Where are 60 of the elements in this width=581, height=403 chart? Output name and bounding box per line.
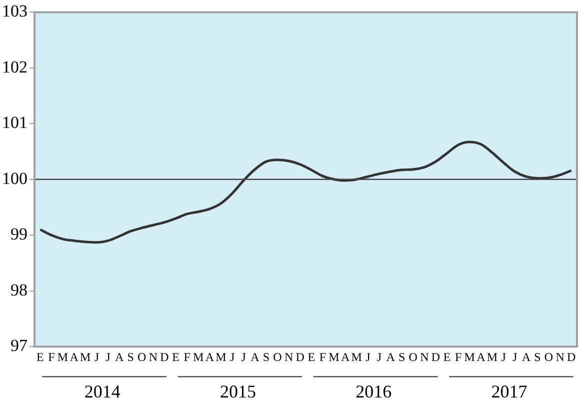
x-tick-label: A bbox=[476, 350, 486, 364]
x-tick-label: A bbox=[340, 350, 350, 364]
x-tick-label: A bbox=[205, 350, 214, 364]
y-tick-label: 103 bbox=[2, 2, 28, 21]
x-tick-label: M bbox=[328, 350, 340, 364]
x-tick-label: E bbox=[172, 350, 180, 364]
x-tick-label: S bbox=[262, 350, 270, 364]
x-tick-label: F bbox=[184, 350, 191, 364]
x-tick-label: F bbox=[48, 350, 56, 364]
x-tick-label: J bbox=[501, 350, 506, 364]
x-tick-label: M bbox=[57, 350, 68, 364]
x-tick-label: N bbox=[420, 350, 430, 364]
y-tick-label: 98 bbox=[10, 280, 28, 300]
x-tick-label: E bbox=[443, 350, 451, 364]
x-tick-label: A bbox=[250, 350, 260, 364]
x-tick-label: J bbox=[376, 350, 382, 364]
y-tick-label: 99 bbox=[10, 224, 28, 244]
x-tick-label: S bbox=[534, 350, 541, 364]
x-tick-label: O bbox=[273, 350, 282, 364]
x-tick-label: E bbox=[36, 350, 44, 364]
x-tick-label: N bbox=[148, 350, 158, 364]
x-tick-label: D bbox=[431, 350, 440, 364]
text: 2015 bbox=[220, 381, 256, 402]
x-tick-label: J bbox=[366, 350, 371, 364]
x-tick-label: O bbox=[408, 350, 418, 364]
line-series bbox=[38, 140, 573, 244]
x-tick-label: F bbox=[454, 350, 462, 364]
x-tick-label: J bbox=[512, 350, 518, 364]
x-tick-label: S bbox=[398, 350, 406, 364]
x-tick-label: S bbox=[127, 350, 134, 364]
x-tick-label: J bbox=[241, 350, 246, 364]
x-tick-label: M bbox=[216, 350, 227, 364]
x-tick-label: O bbox=[138, 350, 147, 364]
x-tick-label: O bbox=[544, 350, 554, 364]
x-tick-label: D bbox=[567, 350, 576, 364]
x-tick-label: D bbox=[160, 350, 170, 364]
x-tick-label: F bbox=[319, 350, 326, 364]
x-tick-label: M bbox=[486, 350, 498, 364]
y-tick-label: 97 bbox=[10, 336, 28, 356]
x-tick-label: M bbox=[80, 350, 92, 364]
x-tick-label: A bbox=[114, 350, 124, 364]
x-tick-label: J bbox=[106, 350, 111, 364]
x-tick-label: J bbox=[94, 350, 100, 364]
x-tick-label: A bbox=[70, 350, 79, 364]
text: 2017 bbox=[491, 381, 528, 402]
x-tick-label: E bbox=[308, 350, 316, 364]
x-tick-label: A bbox=[386, 350, 396, 364]
text: 2016 bbox=[356, 381, 392, 402]
x-tick-label: A bbox=[522, 350, 531, 364]
x-tick-label: M bbox=[351, 350, 362, 364]
y-tick-label: 100 bbox=[2, 168, 28, 188]
x-tick-label: M bbox=[464, 350, 476, 364]
text: 2014 bbox=[84, 381, 120, 402]
y-tick-label: 102 bbox=[2, 57, 28, 76]
x-tick-label: N bbox=[284, 350, 294, 364]
x-tick-label: D bbox=[296, 350, 305, 364]
x-tick-label: M bbox=[193, 350, 204, 364]
x-tick-label: N bbox=[556, 350, 565, 364]
y-tick-label: 101 bbox=[2, 113, 28, 132]
x-tick-label: J bbox=[230, 350, 235, 364]
